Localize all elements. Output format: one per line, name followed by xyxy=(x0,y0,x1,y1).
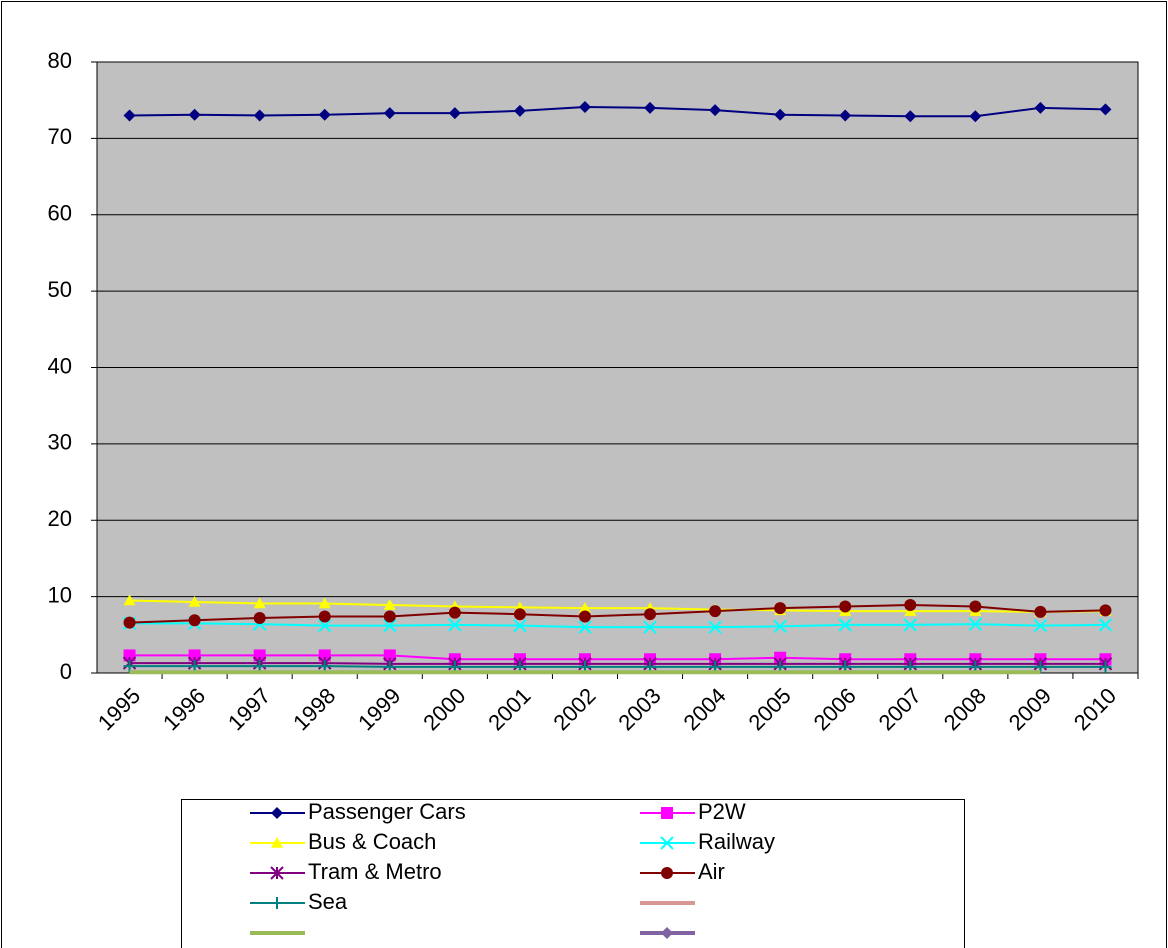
legend-label: Railway xyxy=(698,829,775,854)
marker xyxy=(839,600,852,613)
marker xyxy=(660,836,674,850)
marker xyxy=(578,620,592,634)
marker xyxy=(318,618,332,633)
y-tick-label: 0 xyxy=(60,659,72,684)
marker xyxy=(253,109,266,122)
marker xyxy=(188,108,201,121)
marker xyxy=(253,612,266,625)
marker xyxy=(188,614,201,627)
legend-label: Sea xyxy=(308,889,348,914)
marker xyxy=(1099,660,1112,673)
marker xyxy=(253,660,266,673)
marker xyxy=(448,606,461,619)
marker xyxy=(774,108,787,121)
marker xyxy=(271,837,283,848)
legend-label: P2W xyxy=(698,799,746,824)
marker xyxy=(838,618,852,632)
marker xyxy=(773,619,787,634)
marker xyxy=(709,605,722,618)
legend xyxy=(181,799,965,948)
series-line xyxy=(129,604,1106,624)
marker xyxy=(253,597,266,609)
marker xyxy=(644,608,657,621)
marker xyxy=(448,107,461,120)
marker xyxy=(318,660,331,673)
marker xyxy=(123,109,136,122)
marker xyxy=(271,897,283,909)
marker xyxy=(383,610,396,623)
marker xyxy=(1034,660,1047,673)
marker xyxy=(253,649,266,662)
marker xyxy=(383,649,396,662)
marker xyxy=(661,807,673,819)
marker xyxy=(969,110,982,123)
series-line xyxy=(129,106,1106,118)
marker xyxy=(123,660,136,673)
marker xyxy=(188,660,201,673)
legend-label: Air xyxy=(698,859,725,884)
marker xyxy=(644,101,657,114)
marker xyxy=(448,618,462,632)
marker xyxy=(774,602,787,615)
series-line xyxy=(129,662,1106,665)
y-tick-label: 80 xyxy=(48,48,72,73)
marker xyxy=(1034,605,1047,618)
marker xyxy=(904,599,917,612)
y-tick-label: 70 xyxy=(48,124,72,149)
marker xyxy=(968,617,983,631)
y-tick-label: 40 xyxy=(48,353,72,378)
marker xyxy=(1033,618,1048,633)
marker xyxy=(188,649,201,662)
marker xyxy=(643,620,657,634)
marker xyxy=(1098,618,1113,632)
marker xyxy=(318,610,331,623)
marker xyxy=(839,109,852,122)
marker xyxy=(1034,101,1047,114)
y-tick-label: 20 xyxy=(48,506,72,531)
marker xyxy=(383,599,396,610)
legend-label: Passenger Cars xyxy=(308,799,466,824)
marker xyxy=(578,602,591,613)
marker xyxy=(513,608,526,621)
marker xyxy=(318,649,331,662)
marker xyxy=(1099,103,1112,116)
marker xyxy=(270,866,284,880)
marker xyxy=(513,104,526,117)
marker xyxy=(123,649,136,662)
y-tick-label: 50 xyxy=(48,277,72,302)
legend-label: Bus & Coach xyxy=(308,829,436,854)
marker xyxy=(661,927,673,939)
marker xyxy=(271,807,283,819)
y-tick-label: 30 xyxy=(48,430,72,455)
y-tick-label: 10 xyxy=(48,582,72,607)
marker xyxy=(709,104,722,117)
marker xyxy=(123,594,136,606)
marker xyxy=(578,101,591,114)
marker xyxy=(1099,604,1112,617)
marker xyxy=(513,618,527,633)
y-tick-label: 60 xyxy=(48,201,72,226)
legend-label: Tram & Metro xyxy=(308,859,442,884)
marker xyxy=(318,597,331,609)
marker xyxy=(123,616,136,629)
marker xyxy=(661,867,673,879)
marker xyxy=(969,600,982,613)
marker xyxy=(383,618,397,633)
marker xyxy=(708,620,722,634)
series-line xyxy=(129,622,1106,629)
marker xyxy=(188,595,201,607)
marker xyxy=(383,107,396,120)
series-line xyxy=(129,599,1106,613)
marker xyxy=(318,108,331,121)
series-line xyxy=(129,654,1106,661)
marker xyxy=(578,610,591,623)
marker xyxy=(903,618,917,632)
series-line xyxy=(129,665,1106,668)
marker xyxy=(904,110,917,123)
